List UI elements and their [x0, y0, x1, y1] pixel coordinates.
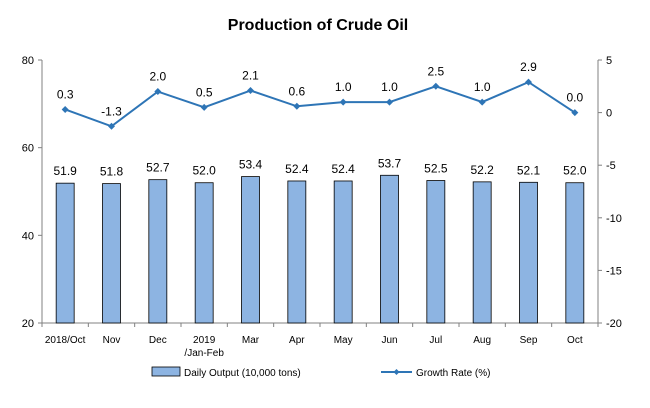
bar [426, 180, 446, 324]
bar-data-label: 51.9 [53, 164, 77, 178]
growth-rate-data-label: 2.9 [520, 60, 537, 74]
y-right-tick-label: -20 [606, 318, 622, 330]
axes-group: 20 40 60 80 -20 -15 -10 -5 0 5 [22, 55, 622, 330]
category-label: Nov [103, 335, 121, 346]
category-labels-group: 2018/Oct Nov Dec 2019/Jan-Feb Mar Apr May Jun Ju… [45, 335, 583, 359]
y-left-tick-label: 20 [22, 318, 34, 330]
bar-data-label: 52.0 [563, 164, 587, 178]
growth-rate-data-label: 0.0 [566, 91, 583, 105]
bar [241, 176, 260, 324]
bar [148, 179, 168, 324]
y-right-tick-label: -15 [606, 265, 622, 277]
bars-group [55, 174, 585, 324]
growth-rate-point [386, 98, 393, 106]
category-label: Mar [242, 335, 260, 346]
y-left-tick-label: 40 [22, 230, 34, 242]
y-right-tick-label: -10 [606, 213, 622, 225]
growth-rate-line [64, 80, 576, 128]
bar [287, 180, 307, 324]
bar-data-label: 52.2 [470, 163, 494, 177]
bar [519, 181, 538, 324]
legend: Daily Output (10,000 tons) Growth Rate (%… [151, 366, 490, 379]
bar [55, 182, 75, 324]
y-right-tick-label: 5 [606, 55, 612, 67]
category-label: Apr [289, 335, 305, 346]
growth-rate-data-label: 2.5 [427, 64, 444, 78]
legend-line-marker [393, 369, 400, 375]
bar-data-label: 52.5 [424, 162, 448, 176]
legend-line-label: Growth Rate (%) [416, 368, 490, 379]
growth-rate-data-label: 2.0 [149, 70, 166, 84]
bar [472, 181, 492, 324]
bar [102, 183, 121, 324]
growth-rate-point [61, 105, 69, 113]
bar-data-label: 51.8 [100, 165, 124, 179]
growth-rate-point [571, 109, 579, 117]
category-label: Dec [149, 335, 167, 346]
category-label: 2018/Oct [45, 335, 86, 346]
growth-rate-data-label: -1.3 [101, 104, 122, 118]
category-label: 2019 [193, 335, 216, 346]
bar-data-label: 53.7 [378, 156, 402, 170]
category-label: May [334, 335, 353, 346]
bar-labels-group: 51.9 51.8 52.7 52.0 53.4 52.4 52.4 53.7 52.5 52.2… [53, 156, 586, 178]
category-label: Jul [429, 335, 442, 346]
bar-data-label: 52.1 [517, 163, 541, 177]
growth-rate-point [247, 87, 254, 95]
bar-data-label: 52.7 [146, 161, 170, 175]
y-left-tick-label: 60 [22, 143, 34, 155]
growth-rate-point [293, 102, 301, 110]
chart-title: Production of Crude Oil [228, 17, 408, 34]
bar-data-label: 52.0 [192, 164, 216, 178]
y-right-tick-label: -5 [606, 160, 616, 172]
line-series-group [61, 78, 579, 130]
growth-rate-point [154, 88, 162, 96]
category-label: /Jan-Feb [184, 348, 224, 359]
growth-rate-point [432, 82, 440, 90]
growth-rate-point [108, 122, 115, 130]
growth-rate-data-label: 2.1 [242, 69, 259, 83]
growth-rate-point [525, 78, 532, 86]
legend-bar-label: Daily Output (10,000 tons) [184, 368, 301, 379]
bar [194, 182, 214, 324]
growth-rate-data-label: 1.0 [335, 80, 352, 94]
bar-data-label: 52.4 [331, 162, 355, 176]
bar-data-label: 52.4 [285, 162, 309, 176]
growth-rate-point [200, 103, 208, 111]
bar [333, 180, 353, 324]
y-left-tick-label: 80 [22, 55, 34, 67]
bar-data-label: 53.4 [239, 158, 263, 172]
legend-bar-swatch [151, 366, 181, 377]
growth-rate-data-label: 1.0 [474, 80, 491, 94]
growth-rate-data-label: 0.6 [288, 84, 305, 98]
category-label: Jun [381, 335, 397, 346]
line-labels-group: 0.3 -1.3 2.0 0.5 2.1 0.6 1.0 1.0 2.5 1.0 2.9 0.0 [57, 60, 584, 118]
growth-rate-data-label: 1.0 [381, 80, 398, 94]
growth-rate-data-label: 0.5 [196, 85, 213, 99]
bar [565, 182, 585, 324]
y-right-tick-label: 0 [606, 108, 612, 120]
growth-rate-data-label: 0.3 [57, 87, 74, 101]
growth-rate-point [339, 98, 347, 106]
growth-rate-point [478, 98, 486, 106]
category-label: Aug [473, 335, 491, 346]
category-label: Sep [520, 335, 538, 346]
bar [380, 174, 399, 324]
category-label: Oct [567, 335, 583, 346]
